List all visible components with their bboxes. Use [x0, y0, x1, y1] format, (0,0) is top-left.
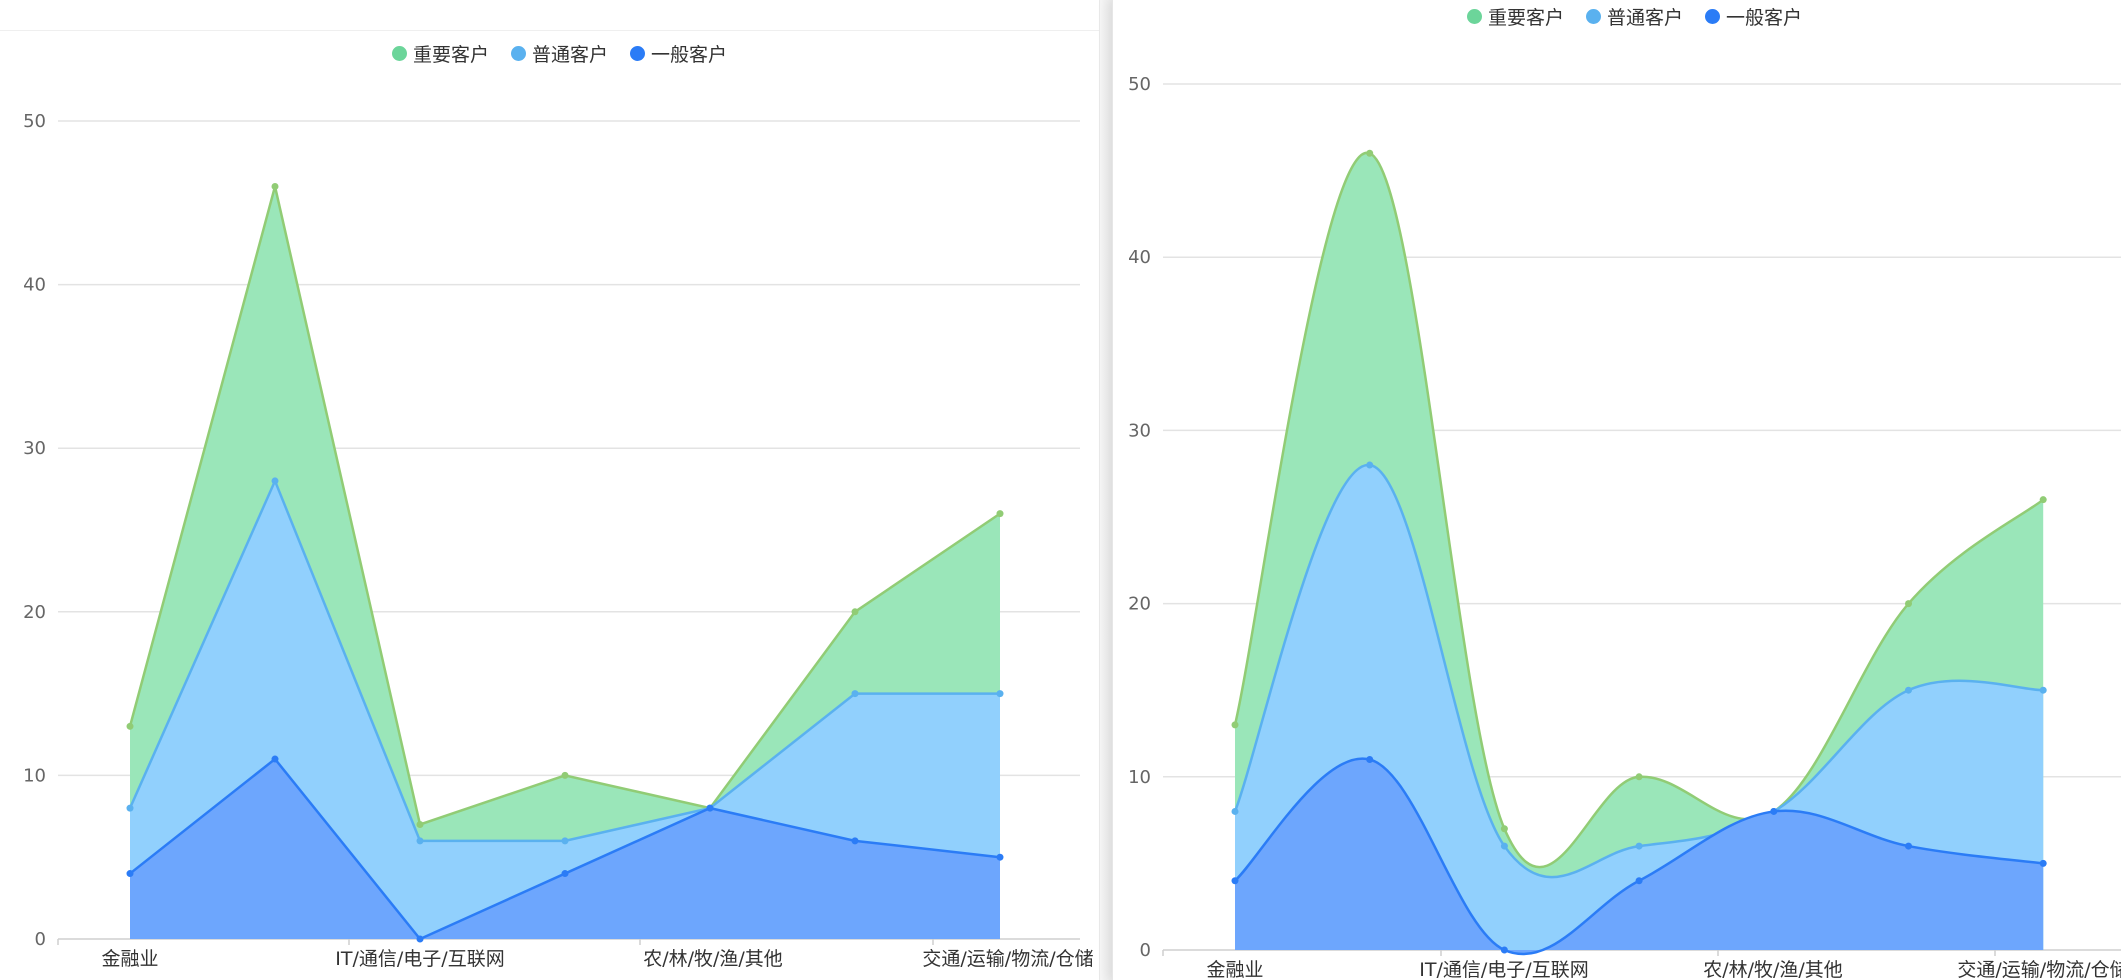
data-point[interactable]: [416, 837, 424, 845]
y-tick-label: 50: [23, 111, 46, 132]
data-point[interactable]: [1500, 842, 1508, 850]
data-point[interactable]: [996, 510, 1004, 518]
y-tick-label: 20: [1128, 594, 1151, 615]
chart-legend: 重要客户 普通客户 一般客户: [392, 40, 727, 67]
data-point[interactable]: [1905, 842, 1912, 850]
legend-marker-icon: [1586, 9, 1602, 24]
y-tick-label: 10: [23, 765, 46, 786]
series-line: [1233, 463, 2044, 879]
left-chart-panel: 重要客户 普通客户 一般客户 0 10 20 30 40 50 金融业 IT/通信/电子/互联网 农…: [0, 0, 1100, 980]
data-point[interactable]: [1231, 807, 1239, 815]
data-point[interactable]: [1231, 877, 1239, 885]
legend-item[interactable]: 普通客户: [511, 40, 608, 67]
data-point[interactable]: [2039, 496, 2047, 504]
legend-label: 重要客户: [413, 44, 490, 66]
x-tick-label: 金融业: [1206, 959, 1263, 980]
data-point[interactable]: [271, 477, 279, 485]
legend-marker-icon: [1467, 9, 1482, 24]
series-line: [1233, 151, 2044, 869]
data-point[interactable]: [996, 690, 1004, 698]
legend-item[interactable]: 普通客户: [1586, 3, 1683, 30]
series-area: [1235, 758, 2044, 955]
area-chart-left: 0 10 20 30 40 50 金融业 IT/通信/电子/互联网 农/林/牧/渔/其他 交通/运…: [23, 111, 1094, 970]
legend-label: 普通客户: [532, 44, 609, 66]
y-tick-label: 0: [1140, 940, 1151, 961]
data-point[interactable]: [416, 935, 424, 943]
data-point[interactable]: [416, 820, 424, 828]
data-point[interactable]: [1500, 946, 1508, 954]
data-point[interactable]: [1366, 149, 1374, 157]
y-tick-label: 20: [23, 602, 46, 623]
chart-legend: 重要客户 普通客户 一般客户: [1467, 3, 1802, 30]
legend-label: 一般客户: [1726, 7, 1803, 29]
x-tick-label: 交通/运输/物流/仓储: [1957, 959, 2121, 980]
data-point[interactable]: [1366, 461, 1374, 469]
smooth-area-chart-right: 0 10 20 30 40 50 金融业 IT/通信/电子/互联网 农/林/牧/渔/其他 交通/运…: [1128, 74, 2121, 980]
x-tick-label: IT/通信/电子/互联网: [335, 948, 504, 970]
legend-marker-icon: [630, 46, 646, 61]
y-tick-label: 30: [1128, 420, 1151, 441]
legend-marker-icon: [1705, 9, 1721, 24]
data-point[interactable]: [2039, 686, 2047, 694]
data-point[interactable]: [851, 608, 859, 616]
y-tick-label: 30: [23, 438, 46, 459]
y-tick-label: 10: [1128, 767, 1151, 788]
right-chart-panel: 重要客户 普通客户 一般客户 0 10 20 30 40 50 金融业 IT/通信/电子/互联网 农…: [1112, 0, 2121, 980]
data-point[interactable]: [271, 182, 279, 190]
data-point[interactable]: [1770, 807, 1778, 815]
legend-item[interactable]: 一般客户: [630, 40, 727, 67]
x-tick-label: IT/通信/电子/互联网: [1419, 959, 1588, 980]
data-point[interactable]: [126, 722, 134, 730]
y-tick-label: 40: [23, 275, 46, 296]
panel-top-border: [0, 30, 1099, 31]
y-tick-label: 40: [1128, 247, 1151, 268]
x-tick-label: 金融业: [101, 948, 158, 970]
data-point[interactable]: [996, 853, 1004, 861]
data-point[interactable]: [1635, 773, 1643, 781]
legend-marker-icon: [511, 46, 527, 61]
y-tick-label: 0: [35, 929, 46, 950]
data-point[interactable]: [851, 837, 859, 845]
data-point[interactable]: [1500, 825, 1508, 833]
x-tick-label: 交通/运输/物流/仓储: [922, 948, 1093, 970]
x-tick-label: 农/林/牧/渔/其他: [643, 948, 783, 970]
data-point[interactable]: [1635, 842, 1643, 850]
legend-label: 重要客户: [1488, 7, 1565, 29]
data-point[interactable]: [271, 755, 279, 763]
data-point[interactable]: [1905, 686, 1912, 694]
legend-label: 普通客户: [1607, 7, 1684, 29]
y-tick-label: 50: [1128, 74, 1151, 95]
series-area: [130, 759, 1000, 939]
data-point[interactable]: [1366, 755, 1374, 763]
data-point[interactable]: [561, 771, 569, 779]
data-point[interactable]: [561, 870, 569, 878]
data-point[interactable]: [1635, 877, 1643, 885]
data-point[interactable]: [851, 690, 859, 698]
legend-marker-icon: [392, 46, 407, 61]
legend-label: 一般客户: [651, 44, 728, 66]
data-point[interactable]: [2039, 859, 2047, 867]
legend-item[interactable]: 一般客户: [1705, 3, 1802, 30]
data-point[interactable]: [1231, 721, 1239, 729]
data-point[interactable]: [1905, 600, 1912, 608]
data-point[interactable]: [561, 837, 569, 845]
legend-item[interactable]: 重要客户: [392, 40, 489, 67]
data-point[interactable]: [706, 804, 714, 812]
panel-divider: [1100, 0, 1112, 980]
legend-item[interactable]: 重要客户: [1467, 3, 1564, 30]
x-tick-label: 农/林/牧/渔/其他: [1703, 959, 1843, 980]
data-point[interactable]: [126, 870, 134, 878]
data-point[interactable]: [126, 804, 134, 812]
